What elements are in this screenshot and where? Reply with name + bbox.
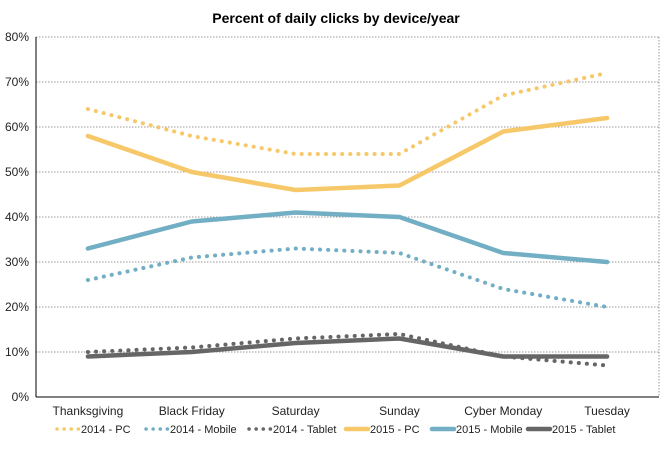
legend-label: 2014 - Mobile — [170, 424, 237, 436]
legend-label: 2014 - PC — [81, 424, 131, 436]
y-tick-label: 60% — [5, 120, 29, 134]
grid — [35, 36, 660, 398]
series-lines — [85, 71, 610, 368]
series-line-2015-tablet — [85, 336, 610, 359]
legend-label: 2015 - PC — [370, 424, 420, 436]
legend-label: 2015 - Mobile — [456, 424, 523, 436]
y-tick-label: 40% — [5, 210, 29, 224]
x-tick-label: Cyber Monday — [464, 404, 542, 418]
legend-label: 2014 - Tablet — [273, 424, 336, 436]
x-axis-ticks: Thanksgiving Black Friday Saturday Sunday Cy… — [53, 404, 630, 418]
x-tick-label: Sunday — [379, 404, 420, 418]
x-tick-label: Tuesday — [584, 404, 630, 418]
series-line-2014-pc — [85, 71, 610, 156]
y-axis-ticks: 0% 10% 20% 30% 40% 50% 60% 70% 80% — [5, 30, 29, 404]
y-tick-label: 80% — [5, 30, 29, 44]
y-tick-label: 50% — [5, 165, 29, 179]
legend-label: 2015 - Tablet — [552, 424, 615, 436]
y-tick-label: 70% — [5, 75, 29, 89]
series-line-2015-mobile — [85, 210, 610, 265]
series-line-2015-pc — [85, 115, 610, 193]
x-tick-label: Saturday — [272, 404, 320, 418]
y-tick-label: 30% — [5, 255, 29, 269]
y-tick-label: 20% — [5, 300, 29, 314]
x-tick-label: Thanksgiving — [53, 404, 124, 418]
legend: 2014 - PC 2014 - Mobile 2014 - Tablet 2015 … — [55, 424, 615, 436]
y-tick-label: 10% — [5, 345, 29, 359]
chart-title: Percent of daily clicks by device/year — [212, 10, 460, 26]
y-tick-label: 0% — [12, 390, 30, 404]
series-line-2014-mobile — [85, 246, 610, 309]
x-tick-label: Black Friday — [159, 404, 225, 418]
